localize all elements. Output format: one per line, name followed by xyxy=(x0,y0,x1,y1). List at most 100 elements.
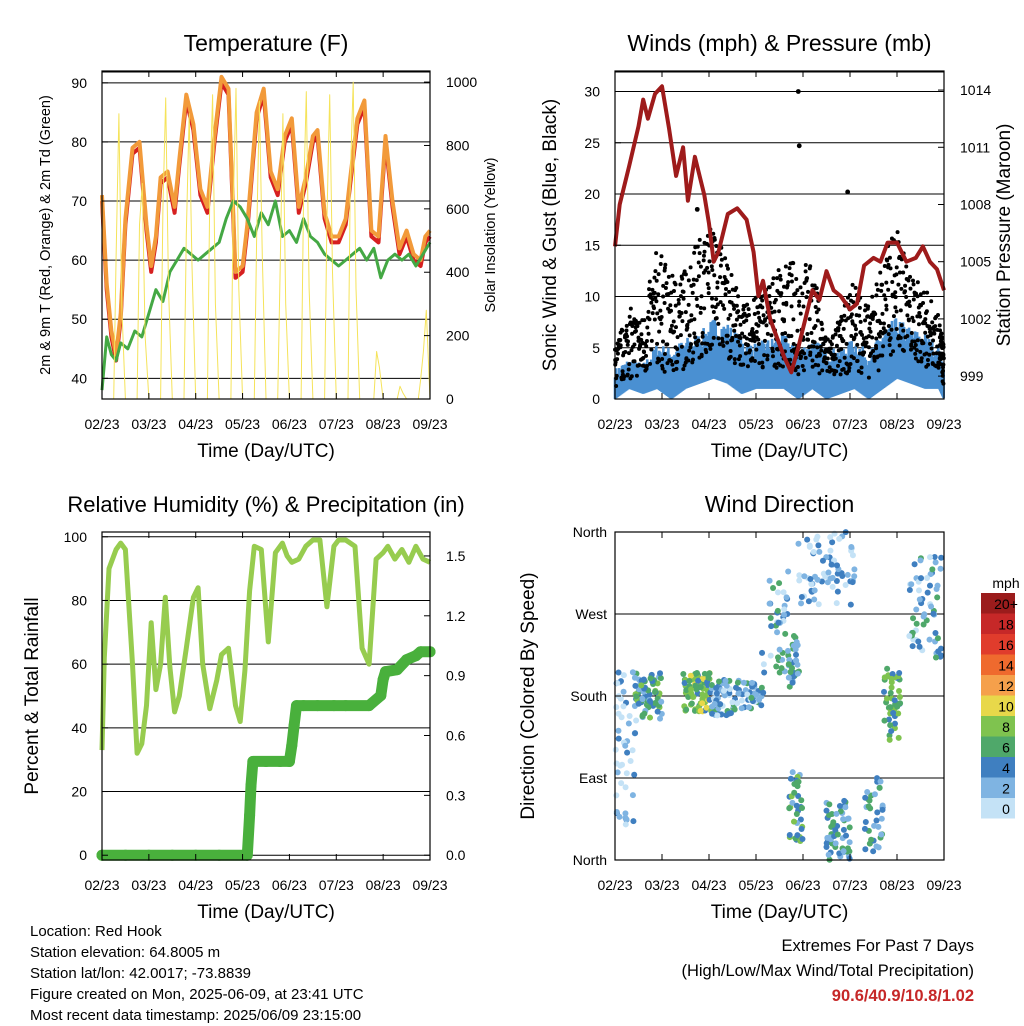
gust-point xyxy=(665,361,670,366)
gust-point xyxy=(710,296,715,301)
wind-direction-point xyxy=(705,674,712,681)
winds-xtick-label: 06/23 xyxy=(785,416,820,432)
wind-direction-point xyxy=(894,703,901,710)
gust-point xyxy=(859,365,864,370)
gust-point xyxy=(648,361,653,366)
temperature-xtick-label: 03/23 xyxy=(131,416,166,432)
wind-direction-point xyxy=(906,587,913,594)
wind-direction-point xyxy=(846,839,853,846)
wind-direction-point xyxy=(825,569,832,576)
gust-point xyxy=(787,266,792,271)
wind-direction-point xyxy=(740,679,747,686)
gust-point xyxy=(817,371,822,376)
wind-direction-point xyxy=(841,797,848,804)
gust-point xyxy=(765,331,770,336)
gust-point xyxy=(877,334,882,339)
wind-direction-point xyxy=(622,742,629,749)
gust-point xyxy=(882,293,887,298)
wind-direction-point xyxy=(930,610,937,617)
gust-point xyxy=(818,352,823,357)
gust-point xyxy=(880,353,885,358)
gust-point xyxy=(692,331,697,336)
wind-direction-point xyxy=(794,670,801,677)
gust-point xyxy=(696,338,701,343)
wind-direction-point xyxy=(891,720,898,727)
gust-point xyxy=(669,323,674,328)
gust-point xyxy=(852,335,857,340)
gust-point xyxy=(681,289,686,294)
wind-direction-point xyxy=(822,573,829,580)
pressure-line xyxy=(613,84,946,375)
colorbar-swatch xyxy=(981,695,1015,716)
gust-point xyxy=(789,279,794,284)
gust-point xyxy=(714,243,719,248)
wind-direction-point xyxy=(688,700,695,707)
gust-point xyxy=(888,336,893,341)
colorbar-swatch xyxy=(981,777,1015,798)
gust-point xyxy=(674,366,679,371)
wind-direction-point xyxy=(932,654,939,661)
gust-point xyxy=(842,355,847,360)
wind-direction-point xyxy=(695,677,702,684)
gust-point xyxy=(767,294,772,299)
gust-point xyxy=(849,312,854,317)
gust-point xyxy=(829,342,834,347)
wind-direction-point xyxy=(767,652,774,659)
gust-point xyxy=(896,282,901,287)
wind-direction-point xyxy=(781,611,788,618)
gust-point xyxy=(837,359,842,364)
gust-point xyxy=(936,365,941,370)
wind-direction-point xyxy=(629,747,636,754)
gust-point xyxy=(910,278,915,283)
wind-direction-point xyxy=(783,594,790,601)
gust-point xyxy=(636,335,641,340)
wind-direction-point xyxy=(915,638,922,645)
wind-direction-xtick-label: 05/23 xyxy=(738,877,773,893)
gust-point xyxy=(765,353,770,358)
wind-direction-point xyxy=(789,679,796,686)
wind-direction-point xyxy=(937,565,944,572)
gust-point xyxy=(874,282,879,287)
gust-point xyxy=(778,273,783,278)
wind-direction-point xyxy=(687,672,694,679)
gust-point xyxy=(789,304,794,309)
gust-point xyxy=(773,362,778,367)
wind-direction-point xyxy=(917,557,924,564)
wind-direction-point xyxy=(703,704,710,711)
winds-ytick-label: 25 xyxy=(584,135,600,151)
gust-point xyxy=(882,264,887,269)
gust-point xyxy=(866,375,871,380)
wind-direction-point xyxy=(913,620,920,627)
gust-point xyxy=(689,318,694,323)
gust-point xyxy=(853,323,858,328)
wind-direction-point xyxy=(840,816,847,823)
wind-direction-point xyxy=(758,684,765,691)
station-info: Location: Red Hook Station elevation: 64… xyxy=(30,921,364,1026)
gust-point xyxy=(921,290,926,295)
gust-point xyxy=(931,338,936,343)
wind-direction-point xyxy=(714,712,721,719)
gust-point xyxy=(736,294,741,299)
gust-point xyxy=(777,309,782,314)
wind-direction-point xyxy=(851,566,858,573)
gust-point xyxy=(652,275,657,280)
wind-direction-point xyxy=(810,548,817,555)
gust-point xyxy=(654,251,659,256)
gust-point xyxy=(683,272,688,277)
wind-direction-point xyxy=(829,583,836,590)
gust-point xyxy=(763,317,768,322)
wind-direction-point xyxy=(778,665,785,672)
wind-direction-point xyxy=(658,698,665,705)
gust-point xyxy=(760,305,765,310)
wind-direction-point xyxy=(793,802,800,809)
gust-point xyxy=(853,332,858,337)
gust-point xyxy=(626,351,631,356)
wind-direction-point xyxy=(709,710,716,717)
gust-point xyxy=(911,297,916,302)
temperature-y2tick-label: 600 xyxy=(446,201,470,217)
gust-point xyxy=(853,327,858,332)
gust-point xyxy=(903,289,908,294)
gust-point xyxy=(718,300,723,305)
winds-ytick-label: 15 xyxy=(584,237,600,253)
colorbar-label: 6 xyxy=(1002,740,1010,756)
